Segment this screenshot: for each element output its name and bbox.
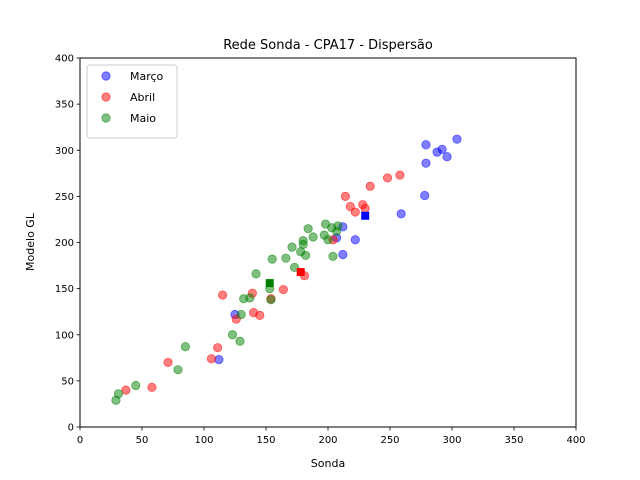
data-point (173, 365, 183, 375)
data-point (340, 191, 350, 201)
data-point (442, 152, 452, 162)
data-point (163, 357, 173, 368)
data-point (350, 207, 360, 217)
legend: Março Abril Maio (86, 64, 178, 139)
data-point (180, 342, 190, 352)
x-axis-title: Sonda (311, 457, 345, 470)
data-point (395, 170, 405, 180)
y-tick-label: 400 (55, 54, 74, 65)
legend-label: Março (130, 70, 164, 83)
y-tick-label: 150 (55, 284, 74, 295)
data-point (267, 254, 277, 264)
y-tick-label: 300 (55, 146, 74, 157)
legend-label: Maio (130, 112, 156, 125)
data-point (421, 140, 431, 150)
data-point (278, 284, 288, 295)
data-point (303, 224, 313, 234)
x-tick-label: 100 (194, 435, 213, 446)
data-point (218, 290, 228, 300)
legend-marker (101, 92, 111, 102)
data-point (382, 173, 393, 183)
x-tick-label: 50 (136, 435, 149, 446)
data-point (213, 343, 223, 353)
data-point (289, 262, 300, 273)
data-point (266, 295, 276, 305)
data-point (365, 181, 375, 191)
data-point (236, 309, 246, 320)
y-axis: 0 50 100 150 200 250 300 350 400 (55, 54, 80, 434)
data-point (338, 249, 348, 260)
x-tick-label: 400 (566, 435, 585, 446)
data-point (396, 209, 406, 219)
mean-marker (361, 211, 370, 220)
data-point (251, 269, 261, 279)
x-tick-label: 250 (380, 435, 399, 446)
legend-label: Abril (130, 91, 155, 104)
data-point (333, 221, 343, 231)
data-point (113, 389, 124, 399)
mean-marker (265, 279, 274, 288)
x-tick-label: 150 (256, 435, 275, 446)
legend-marker (101, 71, 111, 81)
data-point (281, 253, 291, 263)
mean-marker (296, 268, 305, 277)
data-point (323, 235, 333, 245)
legend-marker (101, 113, 111, 123)
data-point (437, 144, 447, 154)
data-point (298, 236, 308, 246)
data-point (421, 158, 431, 168)
data-point (245, 293, 255, 303)
data-point (287, 242, 297, 252)
data-point (350, 235, 360, 245)
y-axis-title: Modelo GL (24, 212, 37, 271)
y-tick-label: 0 (68, 423, 74, 434)
data-point (121, 385, 131, 395)
data-point (131, 380, 141, 391)
x-tick-label: 300 (442, 435, 461, 446)
y-tick-label: 200 (55, 238, 74, 249)
data-point (420, 190, 430, 201)
x-axis: 0 50 100 150 200 250 300 350 400 (77, 427, 586, 446)
y-tick-label: 250 (55, 192, 74, 203)
data-point (235, 336, 245, 346)
chart-title: Rede Sonda - CPA17 - Dispersão (223, 38, 433, 53)
data-point (360, 203, 370, 213)
y-tick-label: 50 (61, 376, 74, 387)
data-point (452, 134, 462, 144)
x-tick-label: 0 (77, 435, 83, 446)
x-tick-label: 200 (318, 435, 337, 446)
y-tick-label: 350 (55, 100, 74, 111)
plot-area (111, 134, 462, 405)
y-tick-label: 100 (55, 330, 74, 341)
data-point (227, 330, 238, 340)
x-tick-label: 350 (504, 435, 523, 446)
data-point (255, 310, 265, 320)
series-2 (111, 219, 343, 405)
data-point (301, 250, 311, 261)
data-point (206, 354, 217, 364)
data-point (147, 382, 157, 392)
data-point (308, 232, 318, 242)
data-point (328, 251, 338, 261)
